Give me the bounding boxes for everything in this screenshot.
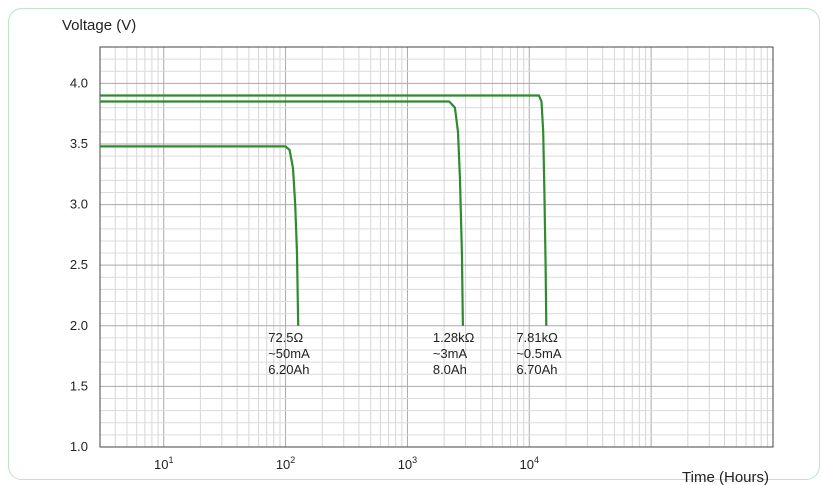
y-tick-label: 2.0 [70,318,88,333]
y-tick-label: 4.0 [70,75,88,90]
series-2-annotation-line: 1.28kΩ [433,330,475,345]
series-line-1 [100,145,300,326]
series-1-annotation-line: 72.5Ω [268,330,303,345]
x-tick-label: 102 [276,455,295,472]
series-3-annotation-line: 7.81kΩ [516,330,558,345]
y-tick-label: 2.5 [70,257,88,272]
series-layer [100,94,548,326]
series-1-annotation-line: ~50mA [268,346,310,361]
plot-border [99,46,774,448]
series-2-annotation-line: 8.0Ah [433,362,467,377]
series-2-annotation-line: ~3mA [433,346,468,361]
x-tick-label: 101 [154,455,173,472]
series-3-annotation-line: ~0.5mA [516,346,561,361]
x-tick-label: 104 [520,455,539,472]
chart-frame [8,8,820,480]
ticks-layer: 4.0 3.5 3.0 2.5 2.0 1.5 1.0 101 102 103 104 [70,75,539,472]
series-line-2 [100,100,464,326]
series-line-3 [100,94,548,326]
x-axis-title: Time (Hours) [682,469,769,485]
y-axis-title: Voltage (V) [62,17,136,34]
y-tick-label: 1.5 [70,378,88,393]
series-1-annotation-line: 6.20Ah [268,362,309,377]
grid-layer [99,46,774,448]
y-tick-label: 1.0 [70,439,88,454]
y-tick-label: 3.5 [70,136,88,151]
x-tick-label: 103 [398,455,417,472]
y-tick-label: 3.0 [70,197,88,212]
series-3-annotation-line: 6.70Ah [516,362,557,377]
